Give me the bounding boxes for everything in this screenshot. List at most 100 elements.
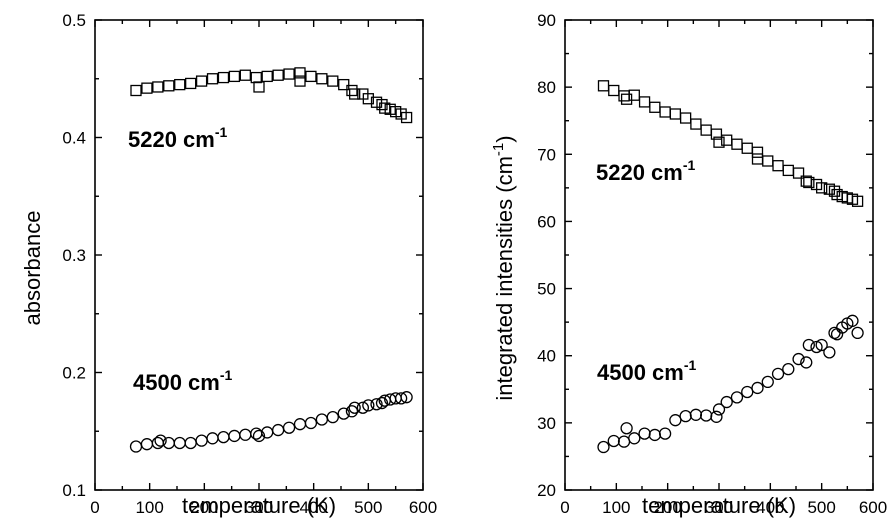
data-point-square bbox=[597, 80, 610, 92]
series-label-text: 5220 cm bbox=[596, 160, 683, 185]
data-point-circle bbox=[846, 314, 859, 327]
data-point-circle bbox=[669, 414, 682, 427]
data-point-circle bbox=[140, 438, 154, 451]
series-label-superscript: -1 bbox=[220, 367, 233, 383]
data-point-square bbox=[772, 160, 784, 172]
data-point-circle bbox=[761, 375, 774, 389]
data-point-square bbox=[638, 96, 651, 108]
data-point-square bbox=[174, 78, 186, 91]
data-point-square bbox=[649, 101, 661, 113]
data-point-circle bbox=[151, 436, 165, 450]
series-label-superscript: -1 bbox=[215, 124, 228, 140]
x-tick-label: 600 bbox=[409, 498, 437, 517]
data-point-circle bbox=[228, 429, 241, 443]
data-point-square bbox=[710, 128, 723, 140]
data-point-circle bbox=[810, 340, 823, 354]
x-tick-label: 100 bbox=[602, 498, 630, 517]
data-point-square bbox=[618, 90, 630, 102]
data-point-circle bbox=[720, 395, 733, 409]
data-point-circle bbox=[700, 409, 713, 422]
data-point-circle bbox=[815, 338, 828, 352]
data-point-circle bbox=[195, 434, 208, 447]
data-point-square bbox=[195, 75, 208, 87]
x-tick-label: 500 bbox=[354, 498, 382, 517]
data-point-circle bbox=[252, 429, 266, 443]
data-point-circle bbox=[620, 422, 633, 435]
data-point-square bbox=[851, 195, 864, 207]
data-point-square bbox=[349, 88, 361, 100]
x-axis-title: temperature (K) bbox=[182, 493, 336, 518]
data-point-square bbox=[217, 71, 230, 84]
series-label-text: 4500 cm bbox=[133, 370, 220, 395]
y-tick-label: 30 bbox=[537, 414, 556, 433]
data-point-square bbox=[346, 84, 358, 97]
data-point-square bbox=[253, 81, 265, 93]
data-point-circle bbox=[315, 413, 329, 426]
data-point-circle bbox=[282, 421, 296, 434]
data-point-circle bbox=[648, 428, 661, 442]
data-point-circle bbox=[771, 367, 785, 380]
data-point-circle bbox=[184, 436, 197, 450]
y-axis-title-text: absorbance bbox=[20, 211, 45, 326]
data-point-circle bbox=[400, 391, 413, 404]
data-point-square bbox=[130, 84, 142, 97]
data-point-square bbox=[741, 142, 753, 154]
data-point-square bbox=[700, 124, 712, 136]
data-point-square bbox=[185, 77, 197, 90]
y-tick-label: 90 bbox=[537, 11, 556, 30]
data-point-square bbox=[250, 71, 262, 84]
data-point-square bbox=[620, 93, 633, 105]
data-point-circle bbox=[628, 432, 641, 445]
data-point-square bbox=[141, 82, 153, 94]
x-tick-label: 500 bbox=[807, 498, 835, 517]
data-point-square bbox=[316, 73, 328, 85]
data-point-square bbox=[163, 80, 175, 92]
y-axis-title-text: integrated intensities (cm bbox=[492, 156, 517, 401]
data-point-circle bbox=[394, 392, 408, 405]
data-point-circle bbox=[730, 391, 744, 404]
data-point-square bbox=[206, 73, 219, 85]
data-point-circle bbox=[250, 427, 263, 440]
data-point-circle bbox=[607, 434, 620, 448]
series-label: 5220 cm-1 bbox=[596, 157, 696, 185]
y-axis-title-superscript: -1 bbox=[490, 143, 507, 156]
data-point-circle bbox=[326, 410, 339, 424]
data-point-circle bbox=[597, 440, 610, 454]
data-point-circle bbox=[271, 423, 285, 437]
x-tick-label: 600 bbox=[859, 498, 887, 517]
x-tick-label: 200 bbox=[190, 498, 218, 517]
data-point-circle bbox=[658, 427, 672, 440]
data-point-circle bbox=[751, 381, 764, 395]
data-point-circle bbox=[362, 399, 375, 412]
data-point-circle bbox=[710, 410, 723, 423]
series-label-superscript: -1 bbox=[683, 157, 696, 173]
data-point-square bbox=[261, 70, 273, 83]
data-point-circle bbox=[375, 396, 389, 410]
data-point-square bbox=[294, 67, 306, 79]
data-point-square bbox=[669, 108, 682, 120]
data-point-square bbox=[400, 111, 413, 124]
data-point-square bbox=[803, 176, 815, 189]
y-tick-label: 0.5 bbox=[62, 11, 86, 30]
chart-panel-2: 0 100 200 300 400 500 600 20 30 40 50 60 70 80 90 tempe… bbox=[490, 11, 887, 518]
y-tick-label: 20 bbox=[537, 481, 556, 500]
data-point-circle bbox=[689, 408, 703, 421]
data-point-square bbox=[239, 69, 251, 81]
y-axis-title: absorbance bbox=[20, 211, 45, 326]
data-point-square bbox=[294, 75, 306, 87]
data-point-circle bbox=[293, 418, 307, 431]
y-tick-label: 0.4 bbox=[62, 129, 86, 148]
data-point-square bbox=[713, 136, 725, 148]
data-point-circle bbox=[638, 427, 651, 440]
x-tick-label: 400 bbox=[299, 498, 327, 517]
series-label-text: 4500 cm bbox=[597, 360, 684, 385]
series-2 bbox=[597, 314, 864, 454]
series-2 bbox=[129, 391, 413, 453]
y-tick-label: 80 bbox=[537, 78, 556, 97]
y-tick-label: 50 bbox=[537, 280, 556, 299]
data-point-square bbox=[731, 138, 743, 150]
y-tick-label: 0.3 bbox=[62, 246, 86, 265]
series-label: 4500 cm-1 bbox=[597, 357, 697, 385]
